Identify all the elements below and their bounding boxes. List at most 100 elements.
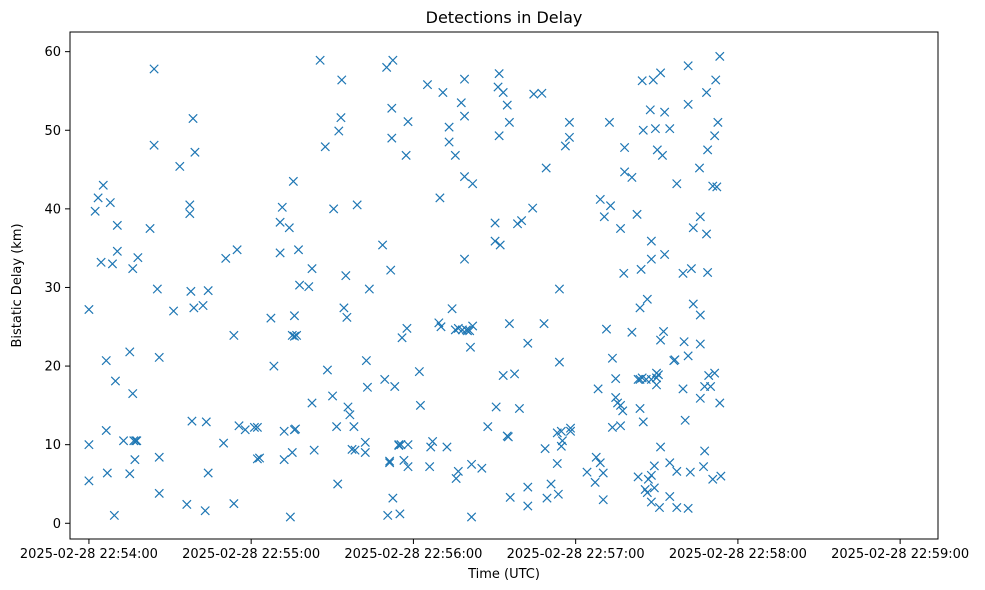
data-point-143 xyxy=(450,150,460,161)
data-point-22 xyxy=(130,454,140,465)
data-point-284 xyxy=(683,99,693,109)
data-point-200 xyxy=(556,441,566,451)
data-point-190 xyxy=(540,443,550,454)
data-point-65 xyxy=(279,454,289,465)
data-point-309 xyxy=(710,368,720,378)
data-point-265 xyxy=(655,68,666,78)
data-point-209 xyxy=(591,452,601,462)
y-tick-label-4: 40 xyxy=(44,202,61,217)
data-point-123 xyxy=(399,455,409,466)
data-markers xyxy=(84,51,726,522)
data-point-156 xyxy=(465,326,475,336)
data-point-229 xyxy=(619,142,630,153)
data-point-247 xyxy=(642,487,652,498)
data-point-108 xyxy=(382,62,392,72)
data-point-141 xyxy=(444,137,454,147)
data-point-231 xyxy=(627,327,637,337)
data-point-302 xyxy=(702,145,713,155)
data-point-198 xyxy=(554,357,565,367)
data-point-86 xyxy=(329,204,339,214)
y-tick-label-6: 60 xyxy=(44,45,61,60)
y-tick-label-3: 30 xyxy=(44,281,61,296)
data-point-48 xyxy=(218,438,229,448)
data-point-208 xyxy=(590,477,600,488)
data-point-285 xyxy=(683,61,693,71)
data-point-233 xyxy=(632,209,642,219)
data-point-116 xyxy=(388,493,398,503)
data-point-144 xyxy=(450,325,460,335)
data-point-182 xyxy=(516,216,527,226)
data-point-55 xyxy=(249,422,260,433)
data-point-157 xyxy=(465,342,476,352)
data-point-278 xyxy=(672,466,682,477)
data-point-120 xyxy=(395,509,405,519)
data-point-239 xyxy=(636,264,646,275)
data-point-288 xyxy=(685,467,695,477)
data-point-210 xyxy=(593,384,603,394)
data-point-189 xyxy=(539,318,549,329)
data-point-217 xyxy=(604,117,615,128)
data-point-104 xyxy=(362,382,373,392)
data-point-50 xyxy=(229,330,239,341)
data-point-83 xyxy=(320,142,330,152)
data-point-173 xyxy=(502,100,512,110)
data-point-138 xyxy=(438,87,448,98)
data-point-49 xyxy=(221,253,231,264)
data-point-94 xyxy=(342,312,352,322)
data-point-206 xyxy=(565,426,576,436)
data-point-236 xyxy=(635,303,645,313)
data-point-119 xyxy=(394,440,404,451)
data-point-203 xyxy=(564,117,575,128)
data-point-170 xyxy=(495,240,505,250)
data-point-256 xyxy=(649,461,659,471)
data-point-179 xyxy=(509,369,520,379)
y-axis-ticks: 0 10 20 30 40 50 60 xyxy=(44,45,70,532)
data-point-214 xyxy=(598,468,608,478)
data-point-282 xyxy=(679,337,689,347)
data-point-280 xyxy=(678,268,688,278)
data-point-191 xyxy=(541,163,551,173)
data-point-25 xyxy=(133,252,143,263)
data-point-263 xyxy=(653,370,664,380)
data-point-304 xyxy=(704,370,714,381)
data-point-57 xyxy=(252,454,263,464)
data-point-21 xyxy=(129,436,139,446)
data-point-85 xyxy=(327,391,338,401)
data-point-205 xyxy=(565,423,576,433)
data-point-33 xyxy=(168,306,179,316)
data-point-51 xyxy=(229,499,239,509)
data-point-195 xyxy=(552,458,562,469)
data-point-43 xyxy=(198,300,208,311)
data-point-68 xyxy=(287,330,297,341)
data-point-301 xyxy=(701,229,712,239)
data-point-39 xyxy=(187,416,197,426)
data-point-314 xyxy=(715,398,725,408)
x-tick-label-4: 2025-02-28 22:58:00 xyxy=(669,547,807,562)
data-point-151 xyxy=(459,74,470,84)
data-point-253 xyxy=(646,470,656,480)
data-point-158 xyxy=(466,459,477,469)
data-point-133 xyxy=(426,442,436,452)
data-point-243 xyxy=(638,417,648,427)
data-point-0 xyxy=(84,304,94,315)
data-point-204 xyxy=(564,132,575,142)
data-point-266 xyxy=(655,335,666,345)
data-point-122 xyxy=(397,333,407,343)
data-point-75 xyxy=(291,330,302,341)
data-point-114 xyxy=(387,103,397,113)
data-point-117 xyxy=(390,381,400,392)
data-point-184 xyxy=(523,482,533,492)
plot-frame xyxy=(69,31,939,540)
data-point-129 xyxy=(414,366,424,377)
data-point-92 xyxy=(339,303,349,313)
data-point-187 xyxy=(529,89,539,99)
data-point-34 xyxy=(175,161,185,172)
data-point-296 xyxy=(695,393,705,403)
data-point-305 xyxy=(705,381,716,392)
data-point-153 xyxy=(459,254,470,264)
data-point-293 xyxy=(695,212,705,222)
data-point-4 xyxy=(93,193,103,203)
data-point-289 xyxy=(686,263,697,274)
data-point-228 xyxy=(619,268,629,278)
